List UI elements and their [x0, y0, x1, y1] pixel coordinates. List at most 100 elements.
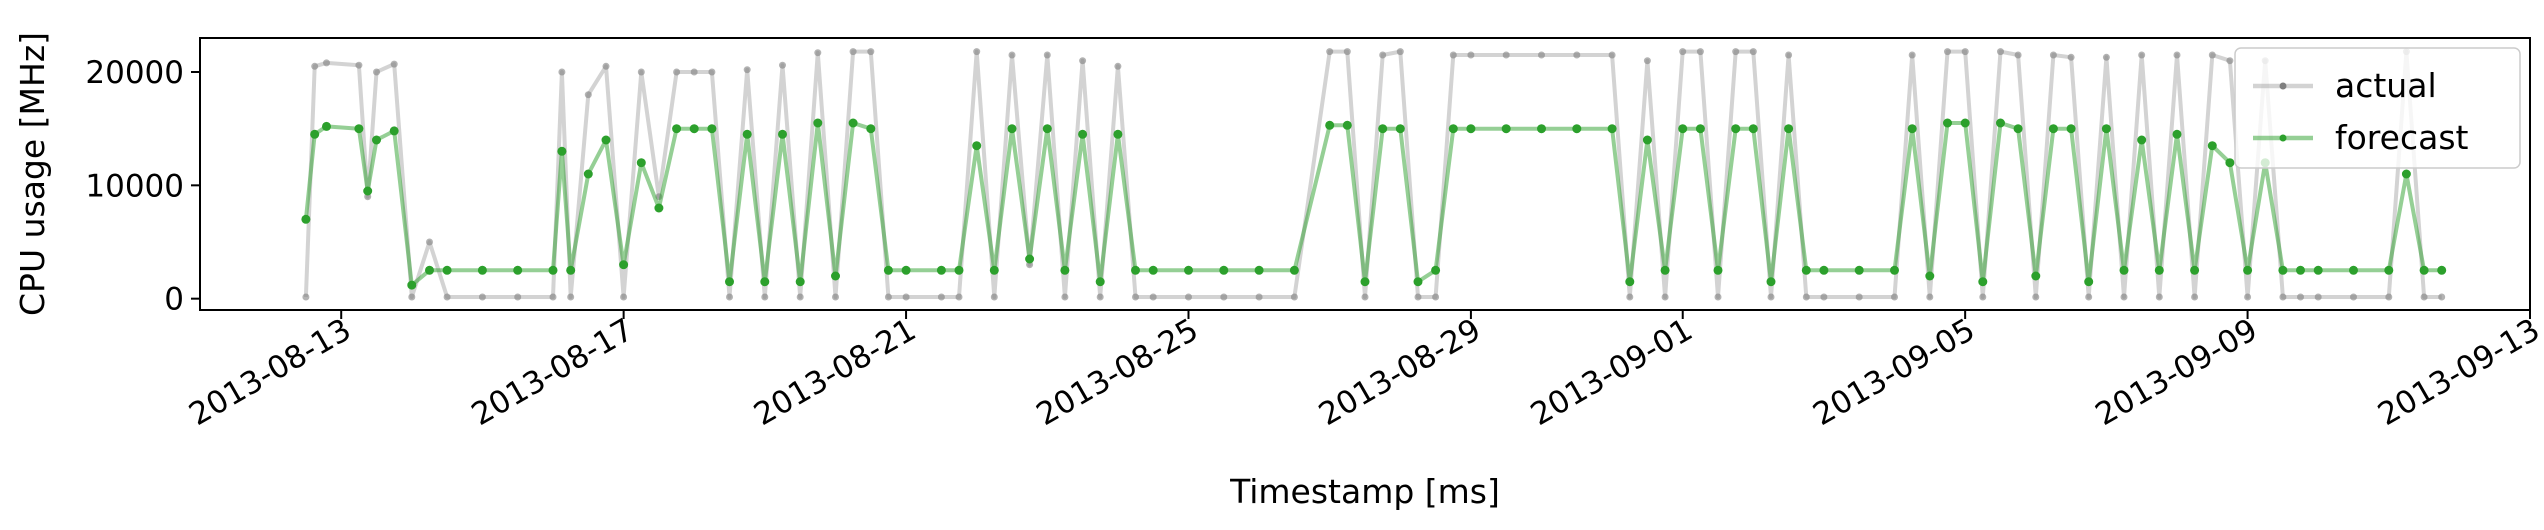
- data-point-forecast-78: [1907, 124, 1917, 134]
- data-point-actual-40: [1043, 51, 1051, 59]
- data-point-forecast-3: [354, 124, 364, 134]
- data-point-actual-72: [1767, 293, 1775, 301]
- data-point-actual-6: [390, 60, 398, 68]
- data-point-actual-85: [2032, 293, 2040, 301]
- data-point-actual-11: [514, 293, 522, 301]
- data-point-actual-51: [1326, 48, 1334, 56]
- data-point-actual-3: [355, 61, 363, 69]
- legend-label-actual: actual: [2335, 66, 2437, 105]
- data-point-forecast-71: [1748, 124, 1758, 134]
- data-point-actual-37: [990, 293, 998, 301]
- data-point-forecast-20: [672, 124, 682, 134]
- y-tick-label-2: 20000: [85, 55, 184, 91]
- axes-frame: [199, 37, 2531, 311]
- data-point-actual-5: [373, 68, 380, 76]
- data-point-actual-10: [478, 293, 486, 301]
- x-tick-label-7: 2013-09-09: [2090, 312, 2264, 433]
- data-point-forecast-83: [1996, 118, 2005, 128]
- data-point-actual-73: [1785, 51, 1793, 59]
- data-point-forecast-87: [2066, 124, 2076, 134]
- data-point-forecast-61: [1537, 124, 1546, 134]
- data-point-actual-32: [884, 293, 892, 301]
- data-point-forecast-59: [1466, 124, 1476, 134]
- data-point-forecast-16: [601, 135, 611, 145]
- data-point-actual-21: [690, 68, 698, 76]
- data-point-actual-8: [426, 238, 433, 246]
- data-point-actual-69: [1714, 293, 1722, 301]
- data-point-forecast-17: [619, 260, 629, 270]
- data-point-forecast-75: [1819, 265, 1829, 275]
- data-point-forecast-100: [2296, 265, 2305, 275]
- data-point-forecast-41: [1060, 265, 1070, 275]
- data-point-actual-0: [302, 293, 310, 301]
- data-point-forecast-36: [972, 141, 982, 151]
- data-point-actual-86: [2049, 51, 2057, 59]
- x-tick-label-3: 2013-08-25: [1030, 312, 1204, 433]
- data-point-forecast-55: [1395, 124, 1405, 134]
- data-point-forecast-101: [2313, 265, 2323, 275]
- data-point-forecast-92: [2154, 265, 2164, 275]
- data-point-forecast-10: [477, 265, 487, 275]
- data-point-actual-65: [1643, 57, 1651, 65]
- data-point-forecast-85: [2031, 271, 2041, 281]
- data-point-forecast-22: [707, 124, 717, 134]
- data-point-actual-23: [726, 293, 733, 301]
- data-point-forecast-77: [1890, 265, 1899, 275]
- x-axis: 2013-08-13 2013-08-17 2013-08-21 2013-08-25…: [183, 310, 2544, 433]
- data-point-actual-46: [1149, 293, 1157, 301]
- data-point-forecast-81: [1960, 118, 1970, 128]
- series-line-forecast: [303, 121, 2442, 288]
- data-point-forecast-50: [1289, 265, 1299, 275]
- data-point-forecast-49: [1254, 265, 1264, 275]
- data-point-forecast-37: [989, 265, 999, 275]
- data-point-actual-89: [2102, 53, 2110, 61]
- data-point-forecast-33: [901, 265, 911, 275]
- y-tick-label-0: 0: [164, 282, 184, 318]
- data-point-forecast-32: [883, 265, 893, 275]
- data-point-actual-49: [1255, 293, 1263, 301]
- data-point-actual-47: [1185, 293, 1192, 301]
- data-point-actual-92: [2155, 293, 2163, 301]
- data-point-forecast-25: [760, 277, 770, 287]
- data-point-actual-84: [2014, 51, 2022, 59]
- data-point-actual-100: [2297, 293, 2304, 301]
- data-point-forecast-27: [795, 277, 805, 287]
- data-point-forecast-8: [425, 265, 434, 275]
- data-point-actual-1: [311, 62, 319, 70]
- data-point-forecast-4: [363, 186, 373, 196]
- data-point-forecast-56: [1413, 277, 1423, 287]
- data-point-forecast-102: [2349, 265, 2358, 275]
- data-point-actual-50: [1290, 293, 1298, 301]
- data-point-actual-70: [1732, 48, 1740, 56]
- data-point-actual-29: [832, 293, 839, 301]
- data-point-actual-56: [1414, 293, 1422, 301]
- data-point-forecast-106: [2437, 265, 2447, 275]
- data-point-actual-26: [779, 61, 786, 69]
- x-tick-label-1: 2013-08-17: [466, 312, 640, 433]
- data-point-forecast-15: [583, 169, 593, 179]
- data-point-actual-93: [2173, 51, 2181, 59]
- data-point-forecast-40: [1042, 124, 1052, 134]
- data-point-forecast-90: [2119, 265, 2129, 275]
- series-forecast: [301, 118, 2447, 290]
- data-point-forecast-91: [2137, 135, 2147, 145]
- data-point-forecast-54: [1378, 124, 1388, 134]
- data-point-forecast-84: [2013, 124, 2023, 134]
- data-point-actual-20: [673, 68, 681, 76]
- data-point-actual-103: [2385, 293, 2393, 301]
- data-point-actual-63: [1608, 51, 1616, 59]
- data-point-forecast-28: [813, 118, 823, 128]
- x-tick-label-4: 2013-08-29: [1313, 312, 1487, 433]
- y-axis: 0 10000 20000: [85, 55, 200, 318]
- data-point-actual-71: [1749, 48, 1757, 56]
- data-point-forecast-51: [1325, 120, 1335, 130]
- data-point-actual-30: [849, 48, 857, 56]
- data-point-actual-79: [1926, 293, 1934, 301]
- data-point-actual-74: [1802, 293, 1810, 301]
- data-point-forecast-29: [831, 271, 840, 281]
- data-point-actual-67: [1679, 48, 1687, 56]
- data-point-actual-34: [937, 293, 945, 301]
- data-point-forecast-47: [1184, 265, 1193, 275]
- data-point-forecast-58: [1448, 124, 1458, 134]
